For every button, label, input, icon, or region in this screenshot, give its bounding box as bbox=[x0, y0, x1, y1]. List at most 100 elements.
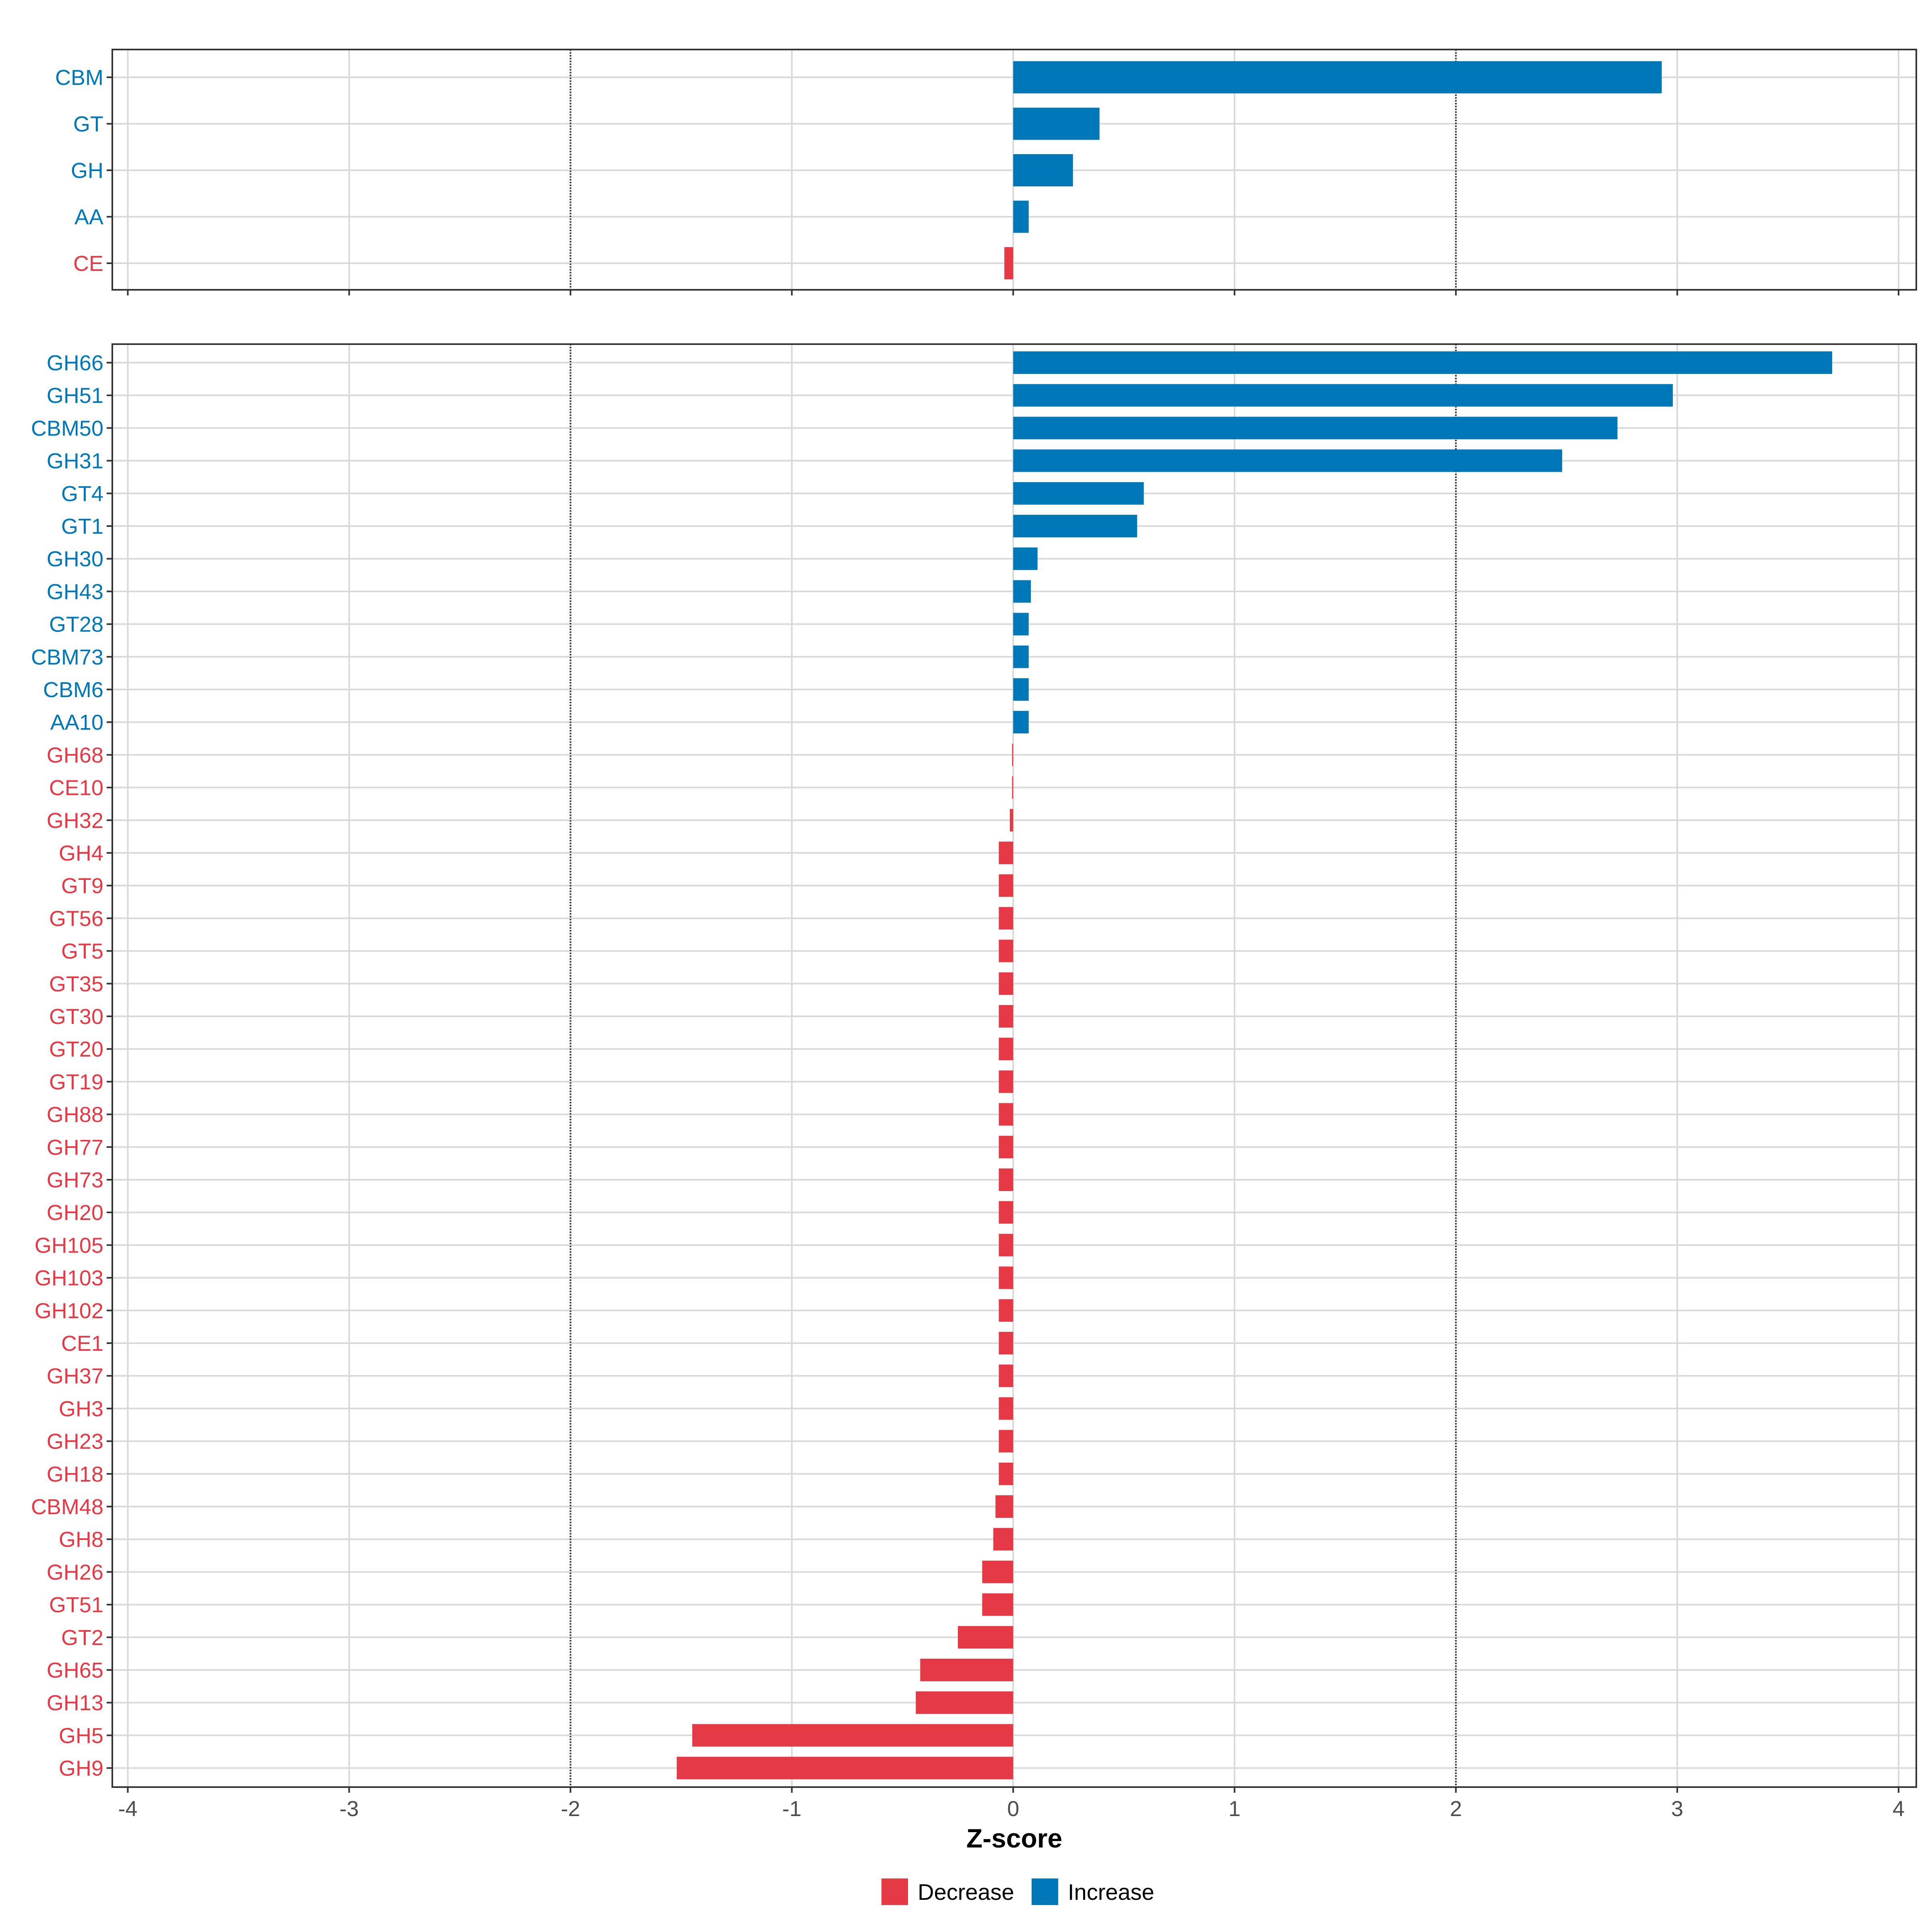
x-tick-label: 3 bbox=[1671, 1797, 1683, 1821]
y-label-gh26: GH26 bbox=[47, 1560, 103, 1584]
y-label-cbm50: CBM50 bbox=[31, 416, 103, 440]
y-label-cbm: CBM bbox=[55, 66, 103, 90]
y-label-gh51: GH51 bbox=[47, 384, 103, 408]
x-tick-label: 2 bbox=[1450, 1797, 1462, 1821]
bar-gh105 bbox=[999, 1234, 1013, 1257]
bar-gh32 bbox=[1010, 809, 1013, 832]
y-label-ce1: CE1 bbox=[61, 1331, 103, 1356]
bar-gt2 bbox=[958, 1626, 1013, 1649]
y-label-gh: GH bbox=[71, 159, 103, 183]
y-label-gh77: GH77 bbox=[47, 1135, 103, 1160]
x-axis: -4 -3 -2 -1 0 1 2 3 4 bbox=[118, 1797, 1905, 1821]
y-label-gh31: GH31 bbox=[47, 449, 103, 473]
y-label-gt20: GT20 bbox=[49, 1037, 103, 1061]
y-label-gh5: GH5 bbox=[59, 1724, 103, 1748]
y-label-gt4: GT4 bbox=[61, 482, 103, 506]
bar-gt9 bbox=[999, 874, 1013, 897]
legend-swatch-increase bbox=[1032, 1878, 1058, 1905]
panel-class: CBM GT GH AA CE bbox=[55, 49, 1917, 295]
bar-gh31 bbox=[1013, 449, 1563, 472]
x-axis-title: Z-score bbox=[966, 1823, 1062, 1853]
bar-gh4 bbox=[999, 842, 1013, 864]
bar-gh37 bbox=[999, 1364, 1013, 1387]
y-label-gh65: GH65 bbox=[47, 1658, 103, 1682]
y-label-gh43: GH43 bbox=[47, 580, 103, 604]
bar-gt56 bbox=[999, 907, 1013, 930]
bar-cbm50 bbox=[1013, 417, 1618, 440]
y-label-gh30: GH30 bbox=[47, 547, 103, 571]
x-tick-label: 0 bbox=[1007, 1797, 1019, 1821]
y-label-gt9: GT9 bbox=[61, 874, 103, 898]
y-label-gt5: GT5 bbox=[61, 939, 103, 964]
bar-gh9 bbox=[677, 1757, 1013, 1779]
y-label-gh3: GH3 bbox=[59, 1397, 103, 1421]
bar-aa bbox=[1013, 200, 1029, 233]
y-label-gh88: GH88 bbox=[47, 1103, 103, 1127]
y-label-gh18: GH18 bbox=[47, 1462, 103, 1486]
y-label-gh9: GH9 bbox=[59, 1757, 103, 1781]
y-label-cbm6: CBM6 bbox=[43, 678, 103, 702]
panel-family: GH66 GH51 CBM50 GH31 GT4 GT1 GH30 GH43 GT28 CBM73… bbox=[31, 343, 1917, 1793]
y-label-gt: GT bbox=[73, 112, 103, 136]
bar-gt19 bbox=[999, 1070, 1013, 1093]
bar-gh8 bbox=[993, 1528, 1013, 1551]
bar-gt bbox=[1013, 107, 1100, 140]
x-tick-label: 4 bbox=[1893, 1797, 1905, 1821]
y-label-ce: CE bbox=[73, 252, 103, 276]
bar-ce bbox=[1004, 247, 1013, 279]
bar-aa10 bbox=[1013, 711, 1029, 734]
y-label-gh68: GH68 bbox=[47, 743, 103, 767]
bar-gh103 bbox=[999, 1266, 1013, 1289]
x-tick-label: -4 bbox=[118, 1797, 137, 1821]
bar-gh88 bbox=[999, 1103, 1013, 1126]
y-label-gt51: GT51 bbox=[49, 1593, 103, 1617]
y-label-gt35: GT35 bbox=[49, 972, 103, 996]
bar-ce1 bbox=[999, 1332, 1013, 1354]
panel-border bbox=[111, 343, 1917, 1788]
bar-cbm bbox=[1013, 61, 1662, 93]
bar-gt30 bbox=[999, 1005, 1013, 1028]
bar-gt20 bbox=[999, 1038, 1013, 1061]
y-label-gt56: GT56 bbox=[49, 906, 103, 931]
bar-gh5 bbox=[692, 1724, 1013, 1747]
bar-gh43 bbox=[1013, 580, 1031, 603]
y-label-gh4: GH4 bbox=[59, 841, 103, 865]
bar-gt35 bbox=[999, 972, 1013, 995]
bar-gh65 bbox=[920, 1659, 1013, 1681]
panel-border bbox=[111, 49, 1917, 291]
bar-gh bbox=[1013, 154, 1073, 186]
y-label-gt19: GT19 bbox=[49, 1070, 103, 1094]
bar-gh23 bbox=[999, 1430, 1013, 1453]
bar-gh51 bbox=[1013, 384, 1673, 407]
bar-gh13 bbox=[916, 1691, 1013, 1714]
bar-gt5 bbox=[999, 939, 1013, 962]
y-label-cbm48: CBM48 bbox=[31, 1495, 103, 1519]
y-label-aa: AA bbox=[74, 205, 103, 229]
x-tick-label: -3 bbox=[339, 1797, 359, 1821]
y-label-gt1: GT1 bbox=[61, 514, 103, 539]
bar-gh77 bbox=[999, 1135, 1013, 1158]
y-label-gt30: GT30 bbox=[49, 1005, 103, 1029]
y-label-gh32: GH32 bbox=[47, 809, 103, 833]
bar-gt28 bbox=[1013, 613, 1029, 636]
legend: Decrease Increase bbox=[881, 1878, 1154, 1905]
bar-gt1 bbox=[1013, 515, 1137, 537]
bar-cbm73 bbox=[1013, 645, 1029, 668]
x-tick-label: 1 bbox=[1228, 1797, 1241, 1821]
y-label-cbm73: CBM73 bbox=[31, 645, 103, 669]
legend-label-increase: Increase bbox=[1068, 1879, 1154, 1905]
bar-gt51 bbox=[982, 1593, 1013, 1616]
bar-gt4 bbox=[1013, 482, 1144, 505]
legend-swatch-decrease bbox=[881, 1878, 908, 1905]
y-label-gt2: GT2 bbox=[61, 1626, 103, 1650]
y-label-gh8: GH8 bbox=[59, 1527, 103, 1552]
y-label-gh20: GH20 bbox=[47, 1201, 103, 1225]
bar-gh3 bbox=[999, 1397, 1013, 1420]
bar-cbm6 bbox=[1013, 678, 1029, 701]
legend-label-decrease: Decrease bbox=[918, 1879, 1014, 1905]
x-tick-label: -2 bbox=[561, 1797, 580, 1821]
bar-gh66 bbox=[1013, 351, 1833, 374]
bar-gh18 bbox=[999, 1462, 1013, 1485]
y-label-gh66: GH66 bbox=[47, 351, 103, 375]
